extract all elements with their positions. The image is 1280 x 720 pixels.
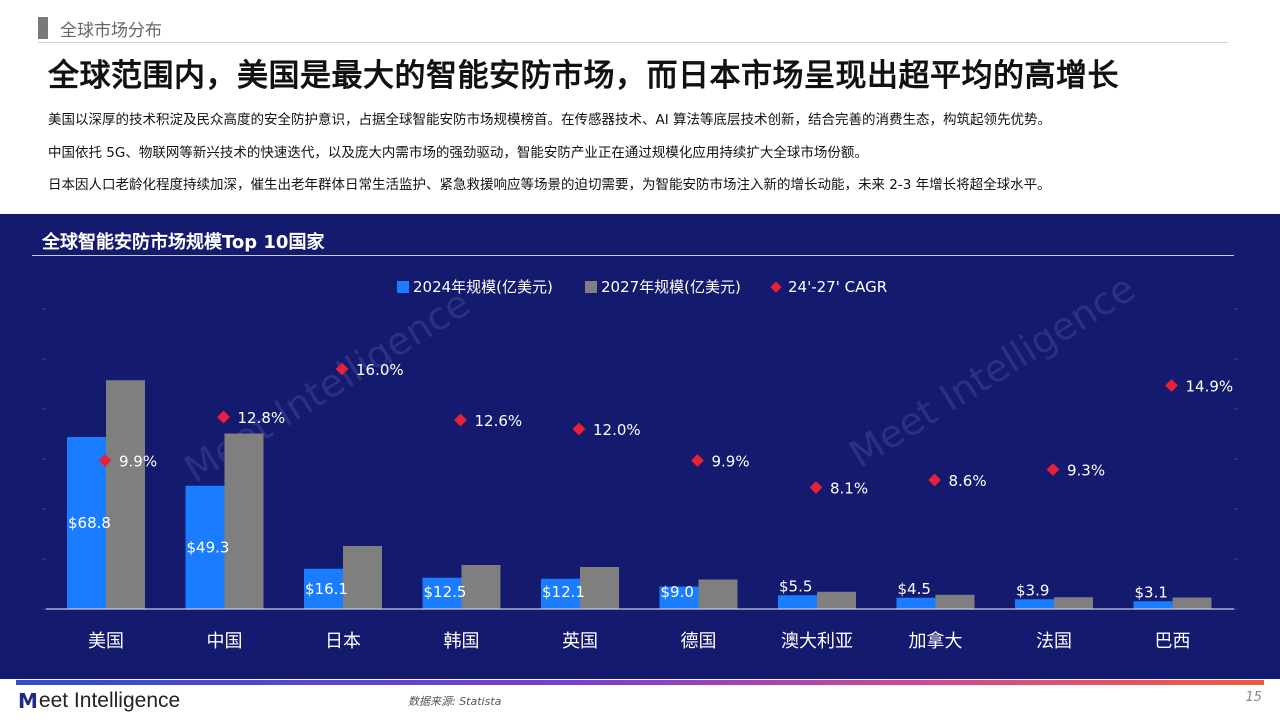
paragraph-3: 日本因人口老龄化程度持续加深，催生出老年群体日常生活监护、紧急救援响应等场景的迫…	[48, 177, 1051, 193]
category-label: 韩国	[444, 631, 480, 652]
bar-2024	[541, 578, 580, 609]
data-label-2024: $68.8	[68, 514, 111, 532]
cagr-label: 9.9%	[712, 453, 750, 471]
bar-2027	[698, 579, 738, 609]
bar-2027	[817, 591, 856, 609]
bar-2024	[1015, 599, 1054, 609]
data-label-2024: $3.9	[1016, 581, 1049, 599]
watermark-text: Meet Intelligence	[841, 266, 1142, 477]
data-label-2024: $5.5	[779, 577, 812, 595]
bar-2024	[1133, 601, 1173, 609]
category-label: 英国	[562, 631, 598, 652]
bar-2027	[1172, 597, 1212, 609]
cagr-marker	[691, 454, 704, 467]
chart-title: 全球智能安防市场规模Top 10国家	[42, 232, 325, 253]
bar-2024	[778, 595, 817, 609]
data-label-2024: $16.1	[305, 580, 348, 598]
category-label: 加拿大	[909, 630, 963, 652]
cagr-label: 8.1%	[830, 480, 868, 498]
data-source: 数据来源: Statista	[408, 695, 502, 708]
chart-panel: 全球智能安防市场规模Top 10国家 Meet Intelligence Meet…	[0, 214, 1280, 679]
cagr-marker	[1165, 379, 1178, 392]
bar-2024	[185, 485, 225, 609]
paragraph-1: 美国以深厚的技术积淀及民众高度的安全防护意识，占据全球智能安防市场规模榜首。在传…	[48, 112, 1052, 128]
cagr-marker	[809, 481, 823, 494]
bar-2027	[935, 594, 975, 609]
bar-2027	[1054, 597, 1093, 609]
data-label-2024: $4.5	[898, 580, 931, 598]
cagr-label: 9.9%	[119, 453, 157, 471]
cagr-label: 12.0%	[593, 421, 641, 439]
category-label: 德国	[681, 631, 717, 652]
data-label-2024: $9.0	[661, 583, 694, 601]
paragraph-2: 中国依托 5G、物联网等新兴技术的快速迭代，以及庞大内需市场的强劲驱动，智能安防…	[48, 145, 868, 161]
cagr-label: 14.9%	[1186, 378, 1234, 396]
bar-2024	[422, 577, 462, 609]
cagr-marker	[928, 473, 941, 487]
category-label: 澳大利亚	[781, 631, 853, 652]
cagr-label: 16.0%	[356, 361, 404, 379]
category-label: 巴西	[1155, 631, 1191, 652]
footer-gradient-bar	[16, 680, 1264, 685]
data-label-2024: $12.1	[542, 583, 585, 601]
bar-2027	[224, 433, 264, 609]
cagr-label: 8.6%	[949, 472, 987, 490]
bar-2027	[461, 565, 501, 609]
category-label: 法国	[1036, 631, 1072, 652]
legend-label-2027: 2027年规模(亿美元)	[601, 278, 741, 296]
cagr-marker	[98, 454, 112, 467]
cagr-marker	[1046, 463, 1060, 476]
section-title: 全球市场分布	[60, 21, 162, 41]
page-headline: 全球范围内，美国是最大的智能安防市场，而日本市场呈现出超平均的高增长	[48, 58, 1119, 94]
legend-label-2024: 2024年规模(亿美元)	[413, 278, 553, 296]
data-label-2024: $3.1	[1135, 583, 1168, 601]
category-label: 日本	[325, 631, 361, 652]
logo-wordmark: eet Intelligence	[38, 689, 181, 712]
legend-marker-cagr	[770, 281, 782, 293]
data-label-2024: $49.3	[187, 538, 230, 556]
bar-2024	[304, 568, 343, 609]
cagr-label: 12.6%	[475, 412, 523, 430]
data-label-2024: $12.5	[424, 583, 467, 601]
watermark-text: Meet Intelligence	[176, 281, 477, 492]
category-label: 美国	[88, 631, 124, 652]
bar-2024	[659, 586, 699, 609]
category-label: 中国	[207, 631, 243, 652]
section-marker	[38, 17, 48, 39]
legend-swatch-2024	[397, 281, 409, 293]
page-number: 15	[1245, 690, 1262, 705]
cagr-marker	[217, 410, 230, 424]
legend-swatch-2027	[585, 281, 597, 293]
chart-title-divider	[32, 255, 1234, 256]
cagr-marker	[335, 362, 349, 376]
bar-2027	[106, 380, 145, 609]
bar-2024	[896, 597, 936, 609]
market-size-chart: Meet Intelligence Meet Intelligence2024年规…	[42, 266, 1238, 652]
cagr-marker	[572, 422, 586, 436]
bar-2024	[67, 437, 106, 609]
bar-2027	[580, 567, 619, 609]
legend-label-cagr: 24'-27' CAGR	[788, 278, 887, 296]
cagr-label: 12.8%	[238, 409, 286, 427]
bar-2027	[343, 546, 382, 609]
cagr-label: 9.3%	[1067, 462, 1105, 480]
cagr-marker	[454, 413, 467, 427]
section-header: 全球市场分布	[38, 14, 1228, 43]
logo-mark: M	[18, 689, 38, 713]
